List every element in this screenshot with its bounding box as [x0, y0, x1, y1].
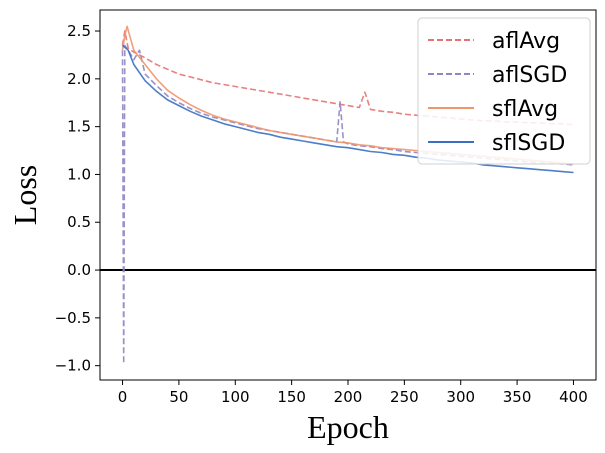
x-tick-label: 250	[390, 388, 419, 406]
y-axis-title: Loss	[7, 165, 43, 225]
y-tick-label: 0.0	[67, 261, 91, 279]
series-line-aflAvg	[121, 30, 574, 126]
x-tick-label: 150	[277, 388, 306, 406]
y-tick-label: −1.0	[55, 357, 91, 375]
y-tick-label: 2.5	[67, 22, 91, 40]
legend-label-aflSGD: aflSGD	[492, 63, 567, 88]
x-tick-label: 50	[169, 388, 188, 406]
legend-label-sflAvg: sflAvg	[492, 97, 558, 122]
x-tick-label: 400	[559, 388, 588, 406]
legend-label-sflSGD: sflSGD	[492, 131, 565, 156]
y-tick-label: 2.0	[67, 70, 91, 88]
x-tick-label: 200	[334, 388, 363, 406]
ticks-layer: 0 50 100 150 200 250 300 350 400 −1.0 −0.5 0.0 0.5 1.…	[55, 22, 588, 406]
x-tick-label: 350	[503, 388, 532, 406]
y-tick-label: −0.5	[55, 309, 91, 327]
x-tick-label: 100	[221, 388, 250, 406]
series-line-sflSGD	[121, 44, 574, 174]
legend-label-aflAvg: aflAvg	[492, 29, 560, 54]
legend-box	[417, 17, 591, 165]
x-tick-label: 0	[118, 388, 128, 406]
y-tick-label: 0.5	[67, 213, 91, 231]
y-tick-label: 1.5	[67, 118, 91, 136]
x-tick-label: 300	[446, 388, 475, 406]
x-axis-title: Epoch	[307, 409, 389, 445]
legend: aflAvg aflSGD sflAvg sflSGD	[417, 17, 591, 165]
y-tick-label: 1.0	[67, 165, 91, 183]
